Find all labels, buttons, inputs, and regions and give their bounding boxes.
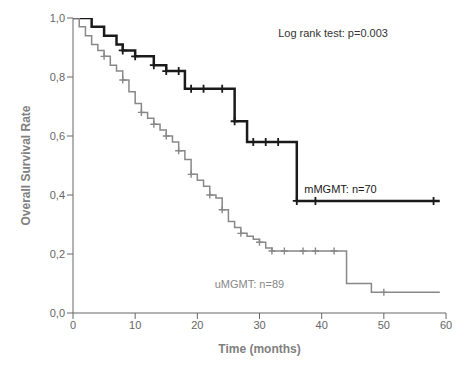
svg-text:50: 50 — [378, 319, 390, 331]
svg-text:Overall Survival Rate: Overall Survival Rate — [19, 105, 33, 225]
svg-text:0,8: 0,8 — [50, 71, 65, 83]
html-text:mMGMT: n=70: mMGMT: n=70 — [304, 183, 377, 196]
svg-text:0: 0 — [70, 319, 76, 331]
svg-text:0,0: 0,0 — [50, 307, 65, 319]
svg-text:0,2: 0,2 — [50, 248, 65, 260]
svg-text:0,4: 0,4 — [50, 189, 65, 201]
svg-text:40: 40 — [316, 319, 328, 331]
svg-text:Time (months): Time (months) — [218, 342, 300, 356]
html-text:uMGMT: n=89: uMGMT: n=89 — [214, 277, 285, 290]
svg-text:60: 60 — [440, 319, 452, 331]
svg-text:1,0: 1,0 — [50, 12, 65, 24]
html-text:Log rank test: p=0.003: Log rank test: p=0.003 — [278, 26, 388, 39]
svg-text:20: 20 — [191, 319, 203, 331]
svg-text:30: 30 — [253, 319, 265, 331]
svg-text:10: 10 — [129, 319, 141, 331]
svg-text:0,6: 0,6 — [50, 130, 65, 142]
